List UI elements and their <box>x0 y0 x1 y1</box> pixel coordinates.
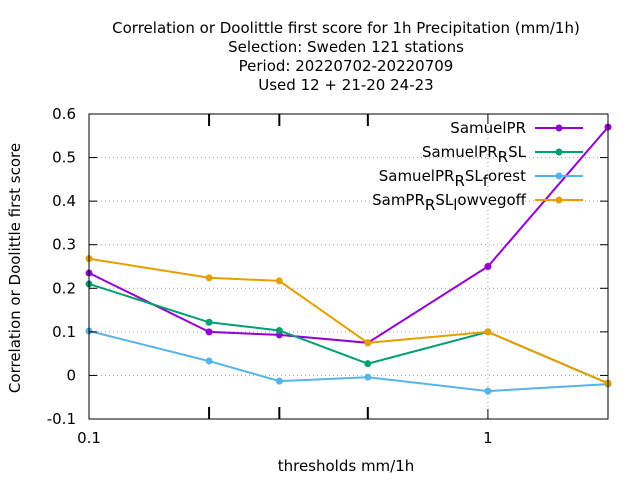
data-point <box>484 328 492 336</box>
legend-swatch-marker <box>555 172 563 180</box>
x-tick-label: 0.1 <box>77 429 101 447</box>
data-point <box>205 328 213 336</box>
title-line: Selection: Sweden 121 stations <box>228 38 464 56</box>
legend-swatch-marker <box>555 124 563 132</box>
y-tick-label: 0.2 <box>52 279 76 297</box>
legend-label: SamuelPRRSL <box>422 143 527 166</box>
data-point <box>275 377 283 385</box>
y-tick-label: 0.6 <box>52 105 76 123</box>
y-tick-label: 0.5 <box>52 149 76 167</box>
data-point <box>484 263 492 270</box>
axis-ticks: -0.1 0 0.1 0.2 0.3 0.4 0.5 0.6 0.1 1 <box>47 105 608 447</box>
legend-label: SamuelPR <box>450 119 526 137</box>
legend-swatch-marker <box>555 196 563 204</box>
y-tick-label: 0 <box>66 366 76 384</box>
y-tick-label: -0.1 <box>47 410 76 428</box>
y-tick-label: 0.4 <box>52 192 76 210</box>
y-tick-label: 0.3 <box>52 236 76 254</box>
data-point <box>205 357 213 365</box>
plot-series <box>85 123 612 395</box>
x-tick-label: 1 <box>483 429 493 447</box>
data-point <box>275 327 283 335</box>
series-line <box>88 330 609 393</box>
series-line <box>88 282 609 385</box>
data-point <box>275 277 283 285</box>
data-point <box>205 274 213 282</box>
y-axis-label: Correlation or Doolittle first score <box>6 143 24 393</box>
data-point <box>364 339 372 347</box>
legend-swatch-marker <box>555 148 563 156</box>
x-axis-label: thresholds mm/1h <box>278 457 415 475</box>
grid <box>89 114 608 419</box>
y-tick-label: 0.1 <box>52 323 76 341</box>
title-line: Correlation or Doolittle first score for… <box>112 19 580 37</box>
data-point <box>205 318 213 326</box>
data-point <box>484 387 492 395</box>
series-line <box>88 126 609 344</box>
chart-title: Correlation or Doolittle first score for… <box>112 19 580 94</box>
title-line: Period: 20220702-20220709 <box>239 57 454 75</box>
legend: SamuelPR SamuelPRRSLSamuelPRRSLforestSamP… <box>372 119 583 214</box>
plot-frame <box>88 113 609 420</box>
data-point <box>364 360 372 368</box>
title-line: Used 12 + 21-20 24-23 <box>258 76 433 94</box>
legend-label: SamuelPRRSLforest <box>379 167 526 190</box>
data-point <box>364 373 372 381</box>
legend-label: SamPRRSLlowvegoff <box>372 191 527 214</box>
series-line <box>88 257 609 385</box>
